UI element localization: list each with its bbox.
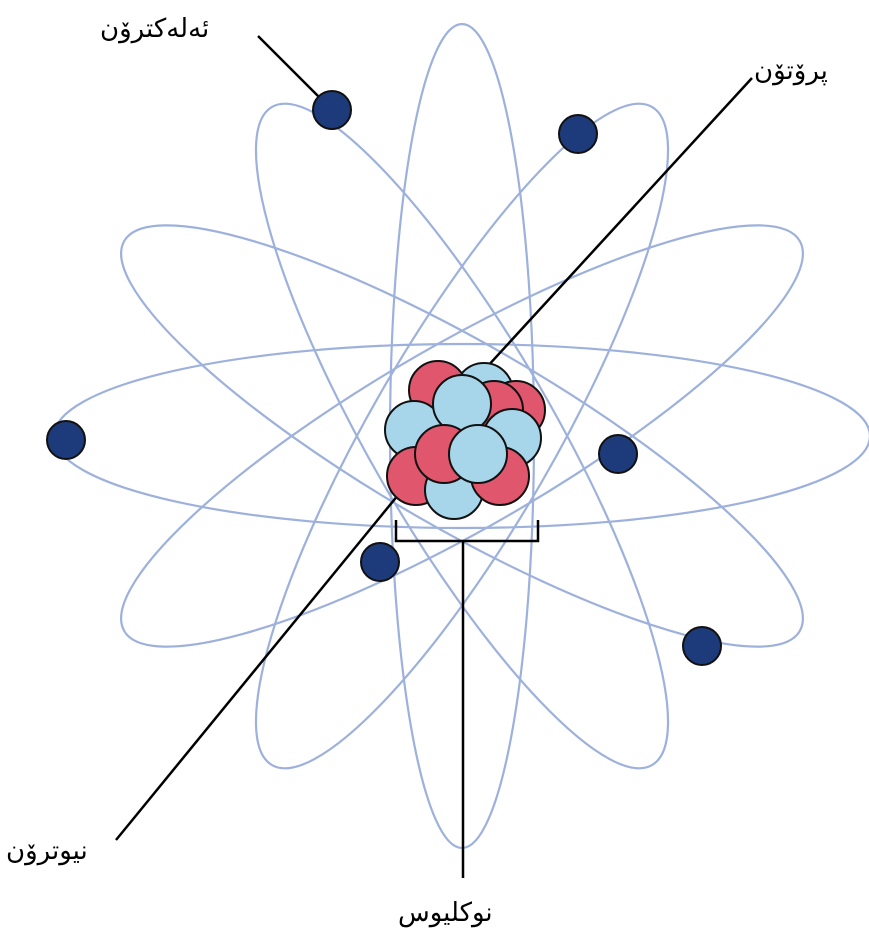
electron xyxy=(598,434,638,474)
nucleus-label: نوکلیوس xyxy=(398,898,493,928)
electron xyxy=(312,90,352,130)
orbit-tilted-2 xyxy=(120,224,804,648)
electron xyxy=(46,420,86,460)
proton-label: پرۆتۆن xyxy=(754,56,828,86)
neutron-label: نیوترۆن xyxy=(6,836,88,866)
electron xyxy=(558,114,598,154)
electron xyxy=(360,542,400,582)
orbit-tilted-4 xyxy=(254,102,670,770)
electrons xyxy=(46,90,722,666)
proton-leader-line xyxy=(463,77,753,393)
nucleus xyxy=(384,360,546,520)
neutron xyxy=(448,424,508,484)
orbit-tilted-1 xyxy=(120,224,804,648)
neutron-leader-line xyxy=(115,477,413,841)
electron xyxy=(682,626,722,666)
electron-label: ئەلەکترۆن xyxy=(100,14,210,44)
nucleus-bracket xyxy=(394,520,540,543)
orbit-tilted-3 xyxy=(254,102,670,770)
leader-lines xyxy=(115,35,753,878)
